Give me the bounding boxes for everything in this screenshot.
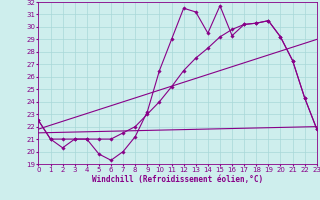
X-axis label: Windchill (Refroidissement éolien,°C): Windchill (Refroidissement éolien,°C) xyxy=(92,175,263,184)
